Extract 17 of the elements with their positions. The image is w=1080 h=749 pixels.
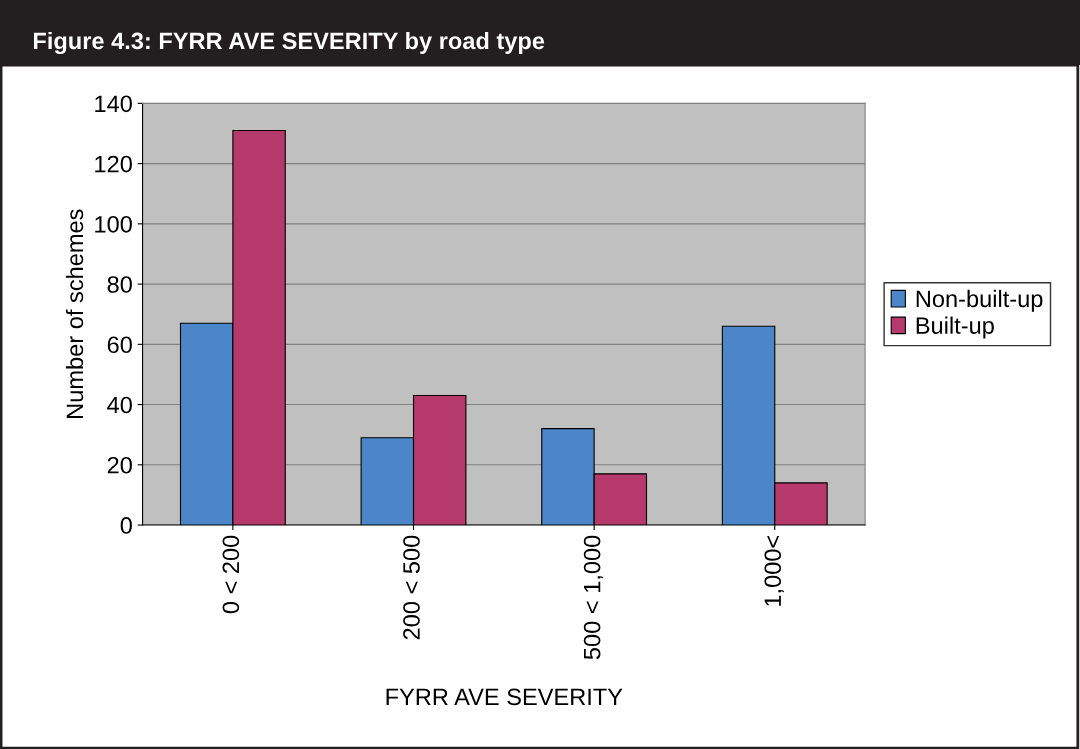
x-tick-label: 500 < 1,000 xyxy=(583,535,604,660)
y-tick-label: 40 xyxy=(107,396,132,414)
x-axis-title: FYRR AVE SEVERITY xyxy=(386,688,623,706)
y-tick-label: 80 xyxy=(107,276,132,293)
y-tick-label: 120 xyxy=(95,155,132,173)
y-tick-label: 0 xyxy=(120,517,132,534)
y-tick-label: 140 xyxy=(95,95,132,113)
y-tick-label: 20 xyxy=(107,456,132,474)
y-tick-label: 60 xyxy=(107,336,132,354)
y-axis-title: Number of schemes xyxy=(65,209,84,418)
x-tick-label: 1,000< xyxy=(764,535,784,606)
y-tick-label: 100 xyxy=(95,215,132,233)
x-tick-label: 200 < 500 xyxy=(403,535,420,640)
legend-label: Non-built-up xyxy=(916,289,1043,312)
x-tick-label: 0 < 200 xyxy=(222,535,240,614)
legend-label: Built-up xyxy=(916,316,994,339)
chart-title: Figure 4.3: FYRR AVE SEVERITY by road type xyxy=(33,31,545,55)
